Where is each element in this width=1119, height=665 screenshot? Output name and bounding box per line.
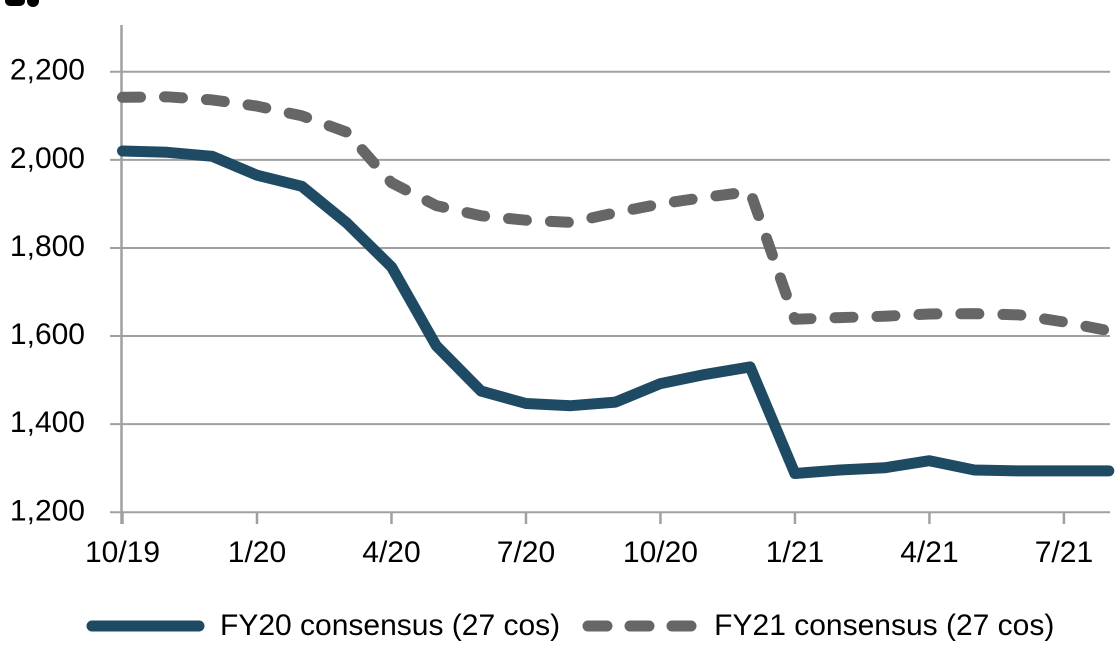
- y-tick-label: 1,800: [10, 230, 85, 263]
- legend-label-fy20: FY20 consensus (27 cos): [220, 609, 561, 642]
- y-tick-label: 1,400: [10, 406, 85, 439]
- x-tick-label: 10/19: [85, 536, 160, 569]
- legend-fy20-line-sample: [86, 620, 205, 632]
- cropped-text-artifact-fragment: [5, 0, 25, 6]
- x-tick-label: 7/20: [497, 536, 555, 569]
- x-tick-label: 4/20: [362, 536, 420, 569]
- y-tick-label: 2,200: [10, 54, 85, 87]
- series-fy21-dashed-line: [117, 91, 1115, 337]
- x-tick-label: 7/21: [1035, 536, 1093, 569]
- x-axis-ticks: [121, 512, 1066, 524]
- x-tick-label: 10/20: [623, 536, 698, 569]
- y-tick-label: 2,000: [10, 142, 85, 175]
- legend-label-fy21: FY21 consensus (27 cos): [714, 609, 1055, 642]
- x-tick-label: 1/20: [228, 536, 286, 569]
- gridlines: [110, 70, 1110, 514]
- x-tick-label: 4/21: [900, 536, 958, 569]
- legend-fy21-line-sample: [582, 620, 700, 632]
- x-tick-label: 1/21: [766, 536, 824, 569]
- cropped-text-artifact-fragment: [27, 0, 39, 7]
- legend-item-fy20: FY20 consensus (27 cos): [86, 603, 560, 649]
- y-axis-labels: 1,200 1,400 1,600 1,800 2,000 2,200: [10, 54, 85, 528]
- chart-legend: FY20 consensus (27 cos) FY21 consensus (…: [86, 603, 1054, 649]
- y-tick-label: 1,600: [10, 318, 85, 351]
- series-fy20-solid-line: [117, 145, 1115, 479]
- cropped-text-artifact: [5, 0, 39, 7]
- x-axis-labels: 10/19 1/20 4/20 7/20 10/20 1/21 4/21 7/21: [85, 536, 1093, 569]
- y-tick-label: 1,200: [10, 494, 85, 527]
- legend-item-fy21: FY21 consensus (27 cos): [580, 603, 1054, 649]
